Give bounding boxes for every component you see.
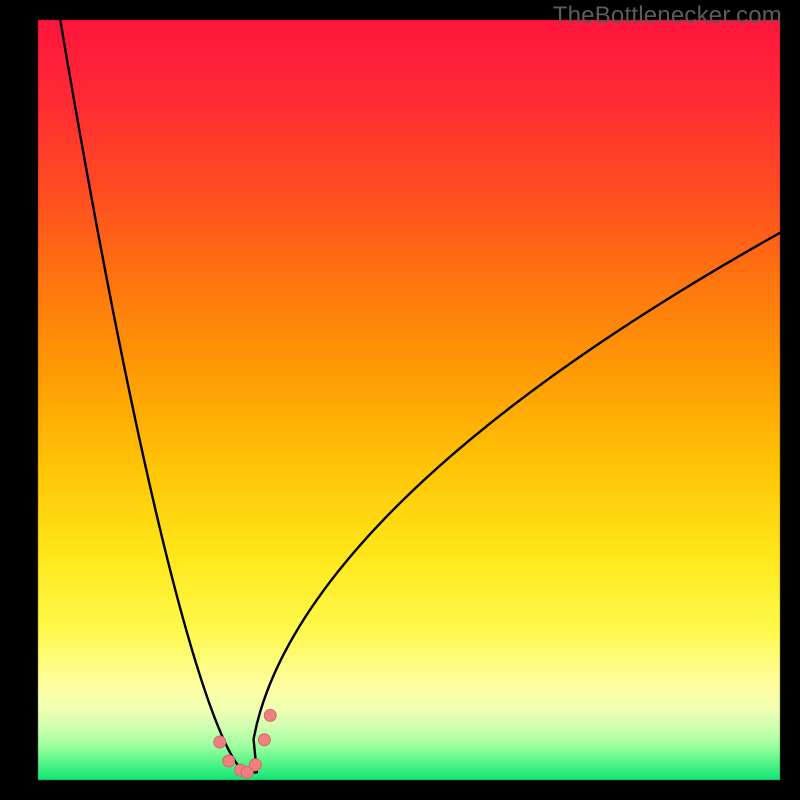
watermark-text: TheBottlenecker.com — [553, 2, 782, 30]
gradient-plot-area — [0, 0, 800, 800]
chart-stage: TheBottlenecker.com — [0, 0, 800, 800]
